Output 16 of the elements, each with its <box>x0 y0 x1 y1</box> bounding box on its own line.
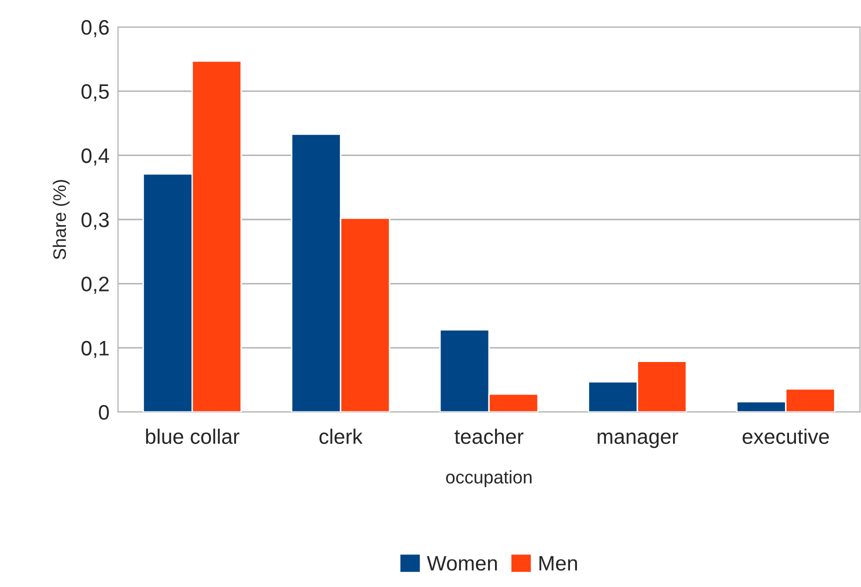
x-tick-label: clerk <box>319 428 363 444</box>
x-tick-label: teacher <box>454 428 524 444</box>
y-tick-label: 0,5 <box>82 84 109 102</box>
x-tick-label: manager <box>598 432 678 448</box>
x-tick-label: executive <box>742 428 829 444</box>
x-tick-label: blue collar <box>146 428 240 444</box>
legend-label: Women <box>426 556 497 571</box>
y-tick-label: 0,2 <box>82 276 109 294</box>
y-tick-label: 0,1 <box>82 340 109 358</box>
legend-label: Men <box>539 556 577 571</box>
y-tick-label: 0,3 <box>82 212 109 230</box>
y-tick-label: 0 <box>98 405 109 420</box>
y-tick-label: 0,6 <box>82 20 109 38</box>
y-axis-title: Share (%) <box>52 180 70 260</box>
x-axis-title: occupation <box>446 470 532 488</box>
y-tick-label: 0,4 <box>82 148 110 166</box>
